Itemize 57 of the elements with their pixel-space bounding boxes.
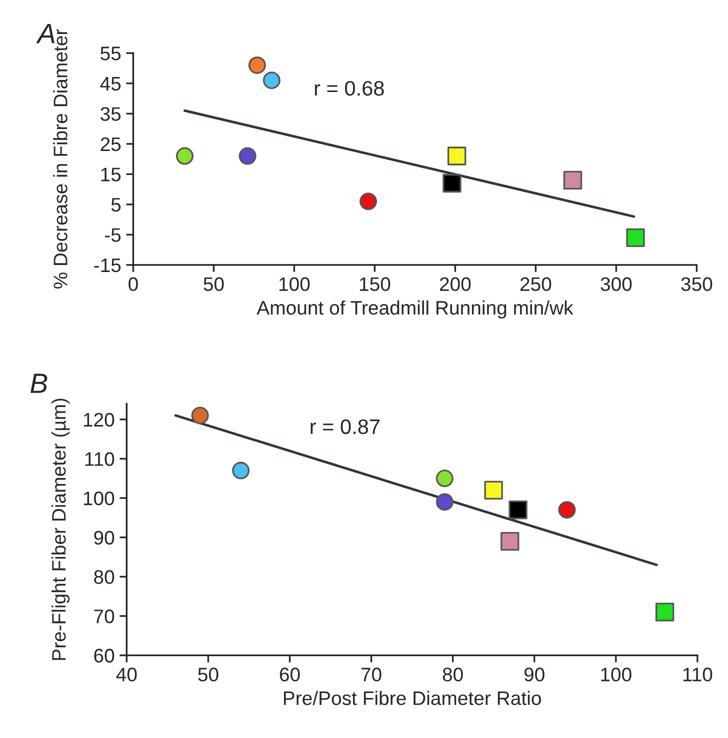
x-tick-label: 50 <box>204 277 224 292</box>
x-tick-label: 110 <box>683 668 712 682</box>
x-axis-title: Amount of Treadmill Running min/wk <box>256 300 574 319</box>
x-tick-label: 350 <box>681 277 712 292</box>
point <box>484 480 503 500</box>
x-tick-label: 60 <box>280 668 300 682</box>
x-tick-label: 0 <box>128 277 138 292</box>
x-tick-label: 80 <box>442 668 463 682</box>
y-tick-label: 60 <box>94 648 114 663</box>
x-tick-label: 200 <box>440 277 471 292</box>
y-tick-label: 80 <box>94 570 114 584</box>
annotation: r = 0.68 <box>314 80 384 96</box>
x-axis-title: Pre/Post Fibre Diameter Ratio <box>284 690 541 706</box>
x-tick-label: 70 <box>361 668 382 682</box>
x-tick-label: 250 <box>520 277 552 292</box>
point <box>563 170 582 190</box>
point <box>238 147 256 165</box>
y-tick-label: 120 <box>84 412 114 427</box>
y-tick-label: 15 <box>101 168 121 182</box>
y-tick-label: 5 <box>111 198 121 212</box>
x-tick-label: 150 <box>360 277 390 292</box>
y-axis-title: % Decrease in Fibre Diameter <box>53 29 68 289</box>
point <box>360 192 378 210</box>
x-tick-label: 40 <box>116 668 137 682</box>
point <box>508 500 528 520</box>
x-tick-label: 300 <box>600 277 632 292</box>
y-tick-label: 110 <box>85 452 114 466</box>
y-tick-label: 100 <box>84 492 114 506</box>
x-tick-label: 100 <box>279 277 310 292</box>
x-tick-label: 50 <box>198 668 218 682</box>
point <box>447 146 466 166</box>
y-tick-label: -5 <box>104 228 121 242</box>
point <box>626 228 645 248</box>
point <box>558 501 576 519</box>
y-tick-label: 45 <box>100 77 121 91</box>
chart-title: A <box>36 24 54 44</box>
point <box>176 147 194 165</box>
y-axis-title: Pre-Flight Fiber Diameter (µm) <box>51 398 70 660</box>
x-tick-label: 90 <box>524 668 544 682</box>
chart-title: B <box>30 374 48 393</box>
point <box>191 406 209 424</box>
y-tick-label: 25 <box>100 137 121 152</box>
y-tick-label: 70 <box>94 609 114 624</box>
point <box>442 174 462 193</box>
point <box>436 470 454 488</box>
point <box>248 56 266 74</box>
point <box>262 72 280 90</box>
y-tick-label: -15 <box>94 258 121 272</box>
point <box>232 462 250 480</box>
point <box>436 493 454 511</box>
y-tick-label: 90 <box>94 530 114 545</box>
point <box>655 602 674 622</box>
x-tick-label: 100 <box>601 668 632 682</box>
y-tick-label: 35 <box>100 107 121 121</box>
point <box>500 532 520 551</box>
annotation: r = 0.87 <box>310 419 380 434</box>
y-tick-label: 55 <box>100 46 121 60</box>
